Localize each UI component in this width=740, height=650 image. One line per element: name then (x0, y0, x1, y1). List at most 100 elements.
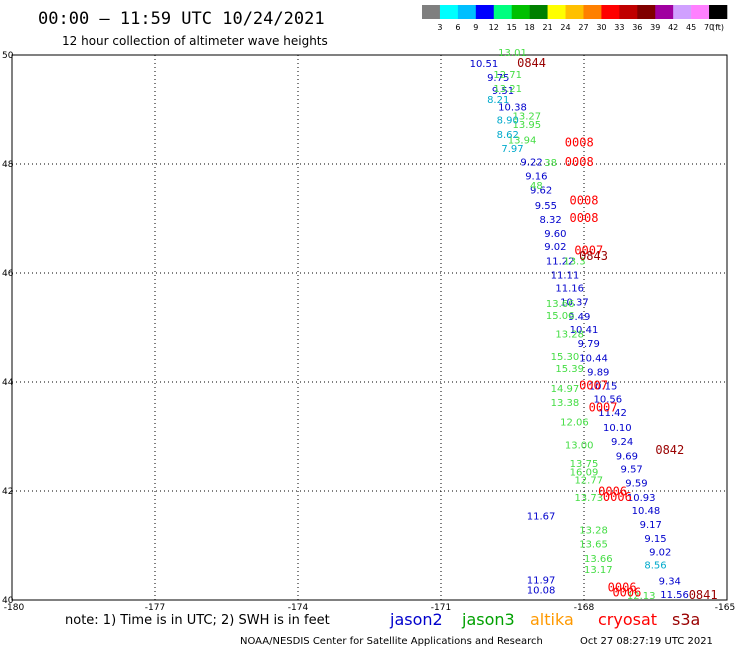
colorbar-tick-label: 33 (614, 23, 624, 32)
colorbar-tick-label: 70 (704, 23, 714, 32)
data-point-cryosat: 0008 (570, 193, 599, 207)
colorbar-tick-label: 9 (473, 23, 478, 32)
data-point-cryosat: 0007 (589, 400, 618, 414)
data-point-jason3: 13.66 (584, 554, 613, 565)
x-tick-label: -174 (288, 603, 309, 613)
data-point-jason3: 12.77 (574, 475, 603, 486)
colorbar-swatch (673, 5, 692, 19)
data-point-jason3: 13.28 (555, 329, 584, 340)
data-point-jason2: 10.37 (560, 298, 589, 309)
legend-entry-jason3: jason3 (461, 610, 515, 629)
y-tick-label: 48 (2, 160, 14, 170)
data-point-jason3: 15.30 (551, 352, 580, 363)
data-point-jason3: 38 (544, 158, 557, 169)
legend: jason2 jason3 altika cryosat s3a (389, 610, 700, 629)
data-point-jason3: 13.3 (563, 256, 585, 267)
data-point-cryosat: 0007 (579, 379, 608, 393)
colorbar-swatch (547, 5, 566, 19)
colorbar-tick-label: 45 (686, 23, 696, 32)
data-point-jason2: 10.44 (579, 353, 608, 364)
data-point-jason3: 15.06 (546, 311, 575, 322)
x-tick-label: -168 (574, 603, 595, 613)
data-point-jason2: 9.79 (578, 339, 600, 350)
data-point-jason3-teal: 8.62 (497, 130, 519, 141)
x-axis-ticks: -180 -177 -174 -171 -168 -165 (4, 603, 735, 613)
colorbar-unit: (ft) (712, 23, 724, 32)
grid (12, 55, 727, 600)
data-point-s3a: 0842 (655, 443, 684, 457)
data-point-cryosat: 0006 (612, 586, 641, 600)
colorbar-tick-label: 12 (489, 23, 499, 32)
data-point-jason3: 13.00 (565, 440, 594, 451)
data-point-jason3: 12.06 (560, 418, 589, 429)
chart-title: 00:00 – 11:59 UTC 10/24/2021 (38, 9, 325, 29)
data-point-cryosat: 0008 (570, 211, 599, 225)
data-point-jason2: 9.34 (659, 577, 681, 588)
colorbar-swatch (709, 5, 728, 19)
colorbar-tick-label: 18 (525, 23, 535, 32)
footer-credit: NOAA/NESDIS Center for Satellite Applica… (240, 636, 543, 647)
x-tick-label: -171 (431, 603, 451, 613)
data-point-jason3-teal: 8.90 (497, 116, 519, 127)
data-point-jason2: 9.02 (649, 547, 671, 558)
data-point-cryosat: 0006 (603, 490, 632, 504)
data-point-jason3: 12.71 (493, 70, 522, 81)
colorbar-tick-label: 6 (455, 23, 460, 32)
data-point-jason3: 13.95 (512, 120, 541, 131)
footer-timestamp: Oct 27 08:27:19 UTC 2021 (580, 636, 713, 647)
colorbar-swatch (637, 5, 656, 19)
data-point-jason2: 9.17 (640, 520, 662, 531)
data-point-jason2: 9.49 (568, 312, 590, 323)
colorbar-swatch (475, 5, 495, 19)
data-point-jason2: 9.62 (530, 185, 552, 196)
data-point-jason2: 9.89 (587, 367, 609, 378)
data-point-s3a: 0844 (517, 56, 546, 70)
y-tick-label: 50 (2, 51, 14, 61)
data-point-jason3: 13.28 (579, 526, 608, 537)
data-point-cryosat: 0008 (565, 136, 594, 150)
colorbar-swatch (601, 5, 620, 19)
legend-entry-s3a: s3a (672, 610, 700, 629)
colorbar-swatch (457, 5, 477, 19)
y-tick-label: 46 (2, 269, 14, 279)
data-point-jason2: 8.32 (540, 215, 562, 226)
colorbar-swatch (493, 5, 513, 19)
data-point-jason3: 13.21 (493, 84, 522, 95)
data-point-jason3: 13.94 (508, 135, 537, 146)
colorbar-tick-label: 24 (560, 23, 570, 32)
colorbar-swatch (422, 5, 441, 19)
colorbar-tick-label: 21 (542, 23, 552, 32)
data-point-jason3: 15.39 (555, 364, 584, 375)
data-point-jason2: 9.60 (544, 229, 566, 240)
data-point-jason2: 9.75 (487, 73, 509, 84)
y-tick-label: 42 (2, 487, 13, 497)
colorbar-swatch (529, 5, 548, 19)
data-point-jason2: 9.16 (525, 171, 547, 182)
colorbar-swatch (565, 5, 584, 19)
colorbar-tick-label: 39 (650, 23, 660, 32)
data-point-s3a: 0843 (579, 249, 608, 263)
x-tick-label: -180 (4, 603, 25, 613)
colorbar-swatch (691, 5, 710, 19)
colorbar-swatch (619, 5, 638, 19)
chart-subtitle: 12 hour collection of altimeter wave hei… (62, 34, 328, 48)
colorbar-tick-label: 30 (596, 23, 606, 32)
colorbar-swatch (439, 5, 459, 19)
colorbar-tick-label: 42 (668, 23, 678, 32)
data-point-jason3: 13.27 (512, 111, 541, 122)
data-point-jason2: 11.11 (551, 270, 580, 281)
colorbar-swatch (511, 5, 530, 19)
data-point-jason3: 13.01 (498, 48, 527, 59)
data-points: 10.51 9.75 9.51 10.38 9.22 9.16 9.62 9.55 8.32 9.… (470, 48, 718, 602)
data-point-jason2: 10.56 (594, 395, 623, 406)
colorbar-swatch (583, 5, 602, 19)
data-point-jason2: 10.10 (603, 423, 632, 434)
colorbar-tick-label: 15 (507, 23, 517, 32)
colorbar-tick-label: 3 (437, 23, 442, 32)
y-axis-ticks: 50 48 46 44 42 40 (2, 51, 14, 606)
data-point-jason2: 11.16 (555, 284, 584, 295)
data-point-jason2: 11.97 (527, 576, 556, 587)
data-point-jason2: 10.51 (470, 59, 499, 70)
data-point-jason3: 13.38 (551, 398, 580, 409)
data-point-jason2: 9.69 (616, 451, 638, 462)
